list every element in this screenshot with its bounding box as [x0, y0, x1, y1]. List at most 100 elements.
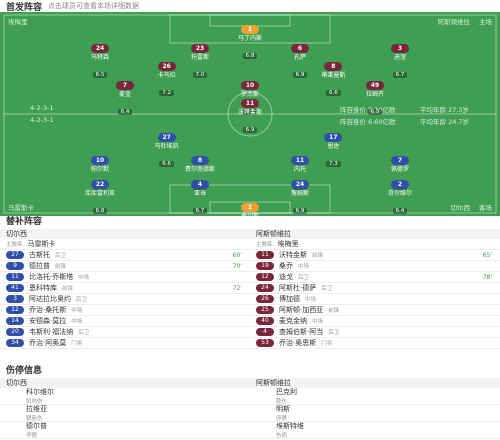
- sub-name: 麦克金纳: [279, 317, 307, 325]
- player-rating: 7.1: [242, 108, 258, 115]
- player-name: 马特森: [90, 53, 109, 61]
- injured-player[interactable]: 巴克利 膝伤: [250, 388, 500, 405]
- player-number: 2: [391, 179, 409, 189]
- sub-player[interactable]: 24 阿斯杜·德萨 后卫: [250, 283, 500, 294]
- injury-column: 阿斯顿维拉 巴克利 膝伤 明斯 停赛 埃斯特维 伤病: [250, 378, 500, 440]
- sub-name: 桑乔: [279, 262, 293, 270]
- injury-status: 停赛: [276, 416, 288, 422]
- player-name: 马杜埃凯: [154, 143, 179, 150]
- sub-player[interactable]: 14 安德森·莫拉 中场: [0, 316, 250, 327]
- squad-value: 阵容身价 6.60亿欧: [340, 118, 396, 126]
- sub-name: 阿达拉比奥约: [29, 295, 71, 303]
- player-rating: 6.6: [159, 161, 175, 167]
- player-number: 6: [291, 43, 309, 53]
- player[interactable]: 24 詹姆斯 6.9: [260, 171, 340, 216]
- player-number: 4: [191, 179, 209, 189]
- player-number: 3: [391, 43, 409, 53]
- pitch-lines: [3, 14, 497, 214]
- formation: 4-2-3-1: [30, 116, 54, 124]
- player[interactable]: 3 迪涅 6.7: [360, 35, 440, 80]
- sub-player[interactable]: 27 古斯托 后卫 60': [0, 250, 250, 261]
- sub-player[interactable]: 3 阿达拉比奥约 后卫: [0, 294, 250, 305]
- player-rating: 6.8: [242, 53, 258, 59]
- sub-player[interactable]: 41 恩科特库 前锋 72': [0, 283, 250, 294]
- player-rating: 6.5: [92, 71, 108, 78]
- injured-name: 埃斯特维: [276, 422, 304, 430]
- player-number: 24: [91, 43, 109, 53]
- player-number: 17: [324, 133, 343, 142]
- player-number: 11: [241, 99, 259, 108]
- player[interactable]: 1 马丁内斯 6.8: [210, 16, 290, 61]
- coach-row: 主教练 埃梅里: [250, 239, 500, 250]
- player[interactable]: 2 奇尔维尔 6.4: [360, 171, 440, 216]
- sub-name: 查姆伯斯·阿当: [279, 328, 324, 336]
- sub-player[interactable]: 11 比洛托·乔斯塔 中场: [0, 272, 250, 283]
- sub-player[interactable]: 40 麦克金纳 中场: [250, 316, 500, 327]
- player[interactable]: 49 拉姆齐 6.3: [335, 72, 415, 117]
- player[interactable]: 6 孔萨 6.9: [260, 35, 340, 80]
- sub-player[interactable]: 53 乔治·奥恩斯 门将: [250, 338, 500, 349]
- sub-name: 阿斯顿·加西亚: [279, 306, 324, 314]
- sub-player[interactable]: 4 查姆伯斯·阿当 后卫: [250, 327, 500, 338]
- team-label: 埃梅里: [8, 18, 28, 26]
- player-number: 10: [91, 156, 109, 166]
- player[interactable]: 4 亚当 6.7: [160, 171, 240, 216]
- injured-player[interactable]: 拉维亚 腿筋伤: [0, 405, 250, 422]
- sub-name: 恩科特库: [29, 284, 57, 292]
- sub-player[interactable]: 9 德拉普 前锋 70': [0, 261, 250, 272]
- player[interactable]: 24 马特森 6.5: [60, 35, 140, 80]
- sub-player[interactable]: 26 博加德 中场: [250, 294, 500, 305]
- player-name: 拉姆齐: [365, 90, 384, 98]
- sub-event: 70': [232, 262, 242, 270]
- player[interactable]: 1桑切斯7.1: [210, 194, 290, 216]
- injured-player[interactable]: 德尔普 停赛: [0, 422, 250, 439]
- sub-name: 迪戈: [279, 273, 293, 281]
- player[interactable]: 8 蒂莱曼斯 6.6: [293, 53, 373, 98]
- sub-position: 前锋: [312, 253, 324, 259]
- sub-position: 前锋: [328, 308, 340, 314]
- player-rating: 6.9: [292, 207, 308, 214]
- player-name: 马丁内斯: [237, 35, 262, 42]
- sub-player[interactable]: 12 乔治·桑托斯 中场: [0, 305, 250, 316]
- injury-status: 停赛: [26, 433, 38, 439]
- sub-number: 11: [256, 251, 274, 259]
- injured-player[interactable]: 埃斯特维 伤病: [250, 422, 500, 439]
- sub-number: 26: [256, 295, 274, 303]
- injured-player[interactable]: 明斯 停赛: [250, 405, 500, 422]
- coach-role: 主教练: [256, 242, 273, 248]
- player-rating: 7.0: [192, 71, 208, 78]
- player-number: 11: [291, 156, 309, 166]
- sub-number: 3: [6, 295, 24, 303]
- injured-player[interactable]: 科尔维尔 肌肉伤: [0, 388, 250, 405]
- sub-name: 德拉普: [29, 262, 50, 270]
- player-name: 内托: [293, 166, 306, 174]
- player-rating: 6.9: [242, 127, 258, 133]
- player[interactable]: 23 托雷斯 7.0: [160, 35, 240, 80]
- sub-player[interactable]: 12 迪戈 后卫 78': [250, 272, 500, 283]
- player[interactable]: 17 恩佐 7.3: [293, 124, 373, 169]
- sub-number: 41: [6, 284, 24, 292]
- player[interactable]: 26 卡马拉 7.2: [127, 53, 207, 98]
- sub-event: 60': [232, 251, 242, 259]
- player-rating: 6.9: [292, 71, 308, 78]
- sub-player[interactable]: 25 阿斯顿·加西亚 前锋: [250, 305, 500, 316]
- team-name: 切尔西: [450, 204, 471, 212]
- injuries-title: 伤停信息: [0, 366, 500, 377]
- sub-player[interactable]: 19 桑乔 中场: [250, 261, 500, 272]
- player[interactable]: 27 马杜埃凯 6.6: [127, 124, 207, 169]
- player[interactable]: 11 沃特金斯 6.9: [210, 90, 290, 135]
- sub-name: 阿斯杜·德萨: [279, 284, 317, 292]
- player[interactable]: 22 库库雷利亚 6.8: [60, 171, 140, 216]
- sub-position: 前锋: [62, 286, 74, 292]
- sub-name: 比洛托·乔斯塔: [29, 273, 74, 281]
- player[interactable]: 10 罗杰斯 7.1: [210, 72, 290, 117]
- sub-position: 中场: [78, 275, 90, 281]
- player[interactable]: 7 麦金 6.4: [85, 72, 165, 117]
- injury-status: 肌肉伤: [26, 399, 43, 405]
- team-label: 马雷斯卡: [8, 204, 34, 212]
- sub-player[interactable]: 20 韦斯利·福法纳 后卫: [0, 327, 250, 338]
- sub-number: 27: [6, 251, 24, 259]
- sub-player[interactable]: 11 沃特金斯 前锋 65': [250, 250, 500, 261]
- sub-player[interactable]: 34 乔治·阿奥莫 门将: [0, 338, 250, 349]
- injury-team-name: 阿斯顿维拉: [250, 378, 500, 388]
